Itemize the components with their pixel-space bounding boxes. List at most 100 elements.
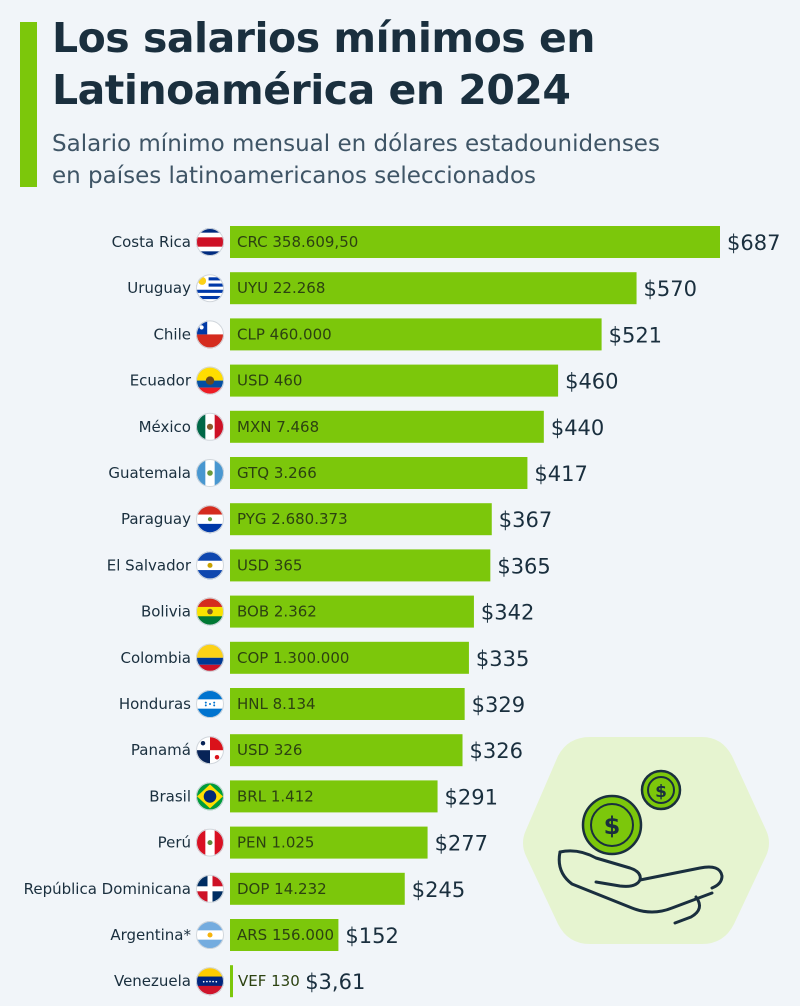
category-label: El Salvador: [107, 556, 192, 574]
value-label: $152: [345, 924, 398, 948]
chart-subtitle: Salario mínimo mensual en dólares estado…: [52, 128, 792, 192]
local-currency-label: USD 460: [237, 372, 302, 390]
category-label: Bolivia: [141, 603, 191, 621]
republica-dominicana-flag-icon: [196, 874, 224, 903]
local-currency-label: PYG 2.680.373: [237, 510, 348, 528]
bar: [230, 318, 602, 351]
colombia-flag-icon: [196, 643, 224, 672]
bar-row: Ecuador USD 460 $460: [130, 364, 619, 397]
local-currency-label: COP 1.300.000: [237, 649, 349, 667]
accent-bar: [20, 22, 37, 187]
local-currency-label: PEN 1.025: [237, 834, 314, 852]
local-currency-label: VEF 130: [238, 972, 300, 990]
category-label: Argentina*: [110, 926, 191, 944]
honduras-flag-icon: [196, 690, 224, 718]
category-label: Brasil: [149, 787, 191, 805]
chile-flag-icon: [196, 320, 224, 349]
category-label: Guatemala: [108, 464, 191, 482]
bar: [230, 780, 438, 813]
category-label: Perú: [158, 834, 191, 852]
bar: [230, 272, 637, 305]
bolivia-flag-icon: [196, 597, 224, 626]
value-label: $326: [470, 739, 523, 763]
bar-row: Panamá USD 326 $326: [131, 734, 523, 767]
bar: [230, 364, 559, 397]
bar-row: Chile CLP 460.000 $521: [153, 318, 662, 351]
local-currency-label: HNL 8.134: [237, 695, 316, 713]
value-label: $687: [727, 231, 780, 255]
peru-flag-icon: [196, 828, 224, 857]
category-label: Venezuela: [114, 972, 191, 990]
mexico-flag-icon: [196, 412, 224, 441]
open-hand-icon: [557, 849, 724, 925]
value-label: $335: [476, 647, 529, 671]
value-label: $417: [534, 462, 587, 486]
title-line-1: Los salarios mínimos en: [52, 14, 595, 62]
category-label: Uruguay: [127, 279, 191, 297]
category-label: Costa Rica: [112, 233, 191, 251]
svg-text:$: $: [604, 812, 621, 840]
local-currency-label: BRL 1.412: [237, 787, 314, 805]
illustration-background: [523, 737, 769, 944]
local-currency-label: UYU 22.268: [237, 279, 325, 297]
uruguay-flag-icon: [196, 274, 224, 303]
svg-text:$: $: [655, 782, 667, 802]
local-currency-label: BOB 2.362: [237, 603, 317, 621]
bar-row: Venezuela VEF 130 $3,61: [114, 965, 365, 998]
local-currency-label: MXN 7.468: [237, 418, 319, 436]
subtitle-line-1: Salario mínimo mensual en dólares estado…: [52, 131, 660, 157]
local-currency-label: CLP 460.000: [237, 325, 332, 343]
bar: [230, 549, 491, 582]
bar-row: Guatemala GTQ 3.266 $417: [108, 457, 588, 489]
bar: [230, 919, 339, 951]
panama-flag-icon: [196, 736, 224, 765]
bar: [230, 503, 492, 536]
small-coin-icon: $: [640, 769, 682, 811]
local-currency-label: GTQ 3.266: [237, 464, 317, 482]
bar: [230, 457, 528, 489]
bar: [230, 226, 720, 258]
bar-row: Uruguay UYU 22.268 $570: [127, 272, 697, 305]
bar: [230, 641, 469, 674]
category-label: Colombia: [121, 649, 192, 667]
bar: [230, 826, 428, 859]
bar: [230, 688, 465, 720]
value-label: $291: [445, 785, 498, 809]
bar-row: Paraguay PYG 2.680.373 $367: [121, 503, 552, 536]
bar: [230, 872, 405, 905]
value-label: $3,61: [305, 970, 365, 994]
ecuador-flag-icon: [196, 366, 224, 395]
bar-row: El Salvador USD 365 $365: [107, 549, 551, 582]
value-label: $365: [497, 554, 550, 578]
subtitle-line-2: en países latinoamericanos seleccionados: [52, 163, 537, 189]
bar-row: Bolivia BOB 2.362 $342: [141, 595, 534, 628]
bar: [230, 965, 233, 998]
value-label: $342: [481, 601, 534, 625]
venezuela-flag-icon: [196, 967, 224, 996]
bars-layer: Costa Rica CRC 358.609,50 $687 Uruguay UYU 2…: [24, 226, 780, 998]
paraguay-flag-icon: [196, 505, 224, 534]
bar-row: República Dominicana DOP 14.232 $245: [24, 872, 465, 905]
bar-row: Colombia COP 1.300.000 $335: [121, 641, 529, 674]
category-label: Chile: [153, 325, 191, 343]
bar-row: Perú PEN 1.025 $277: [158, 826, 488, 859]
coin-icon: $: [581, 794, 643, 856]
local-currency-label: USD 365: [237, 556, 302, 574]
title-line-2: Latinoamérica en 2024: [52, 66, 571, 114]
chart-title: Los salarios mínimos en Latinoamérica en…: [52, 12, 792, 116]
bar: [230, 410, 544, 443]
value-label: $570: [644, 277, 697, 301]
category-label: Panamá: [131, 741, 191, 759]
value-label: $521: [609, 323, 662, 347]
argentina-flag-icon: [196, 921, 224, 949]
bar-row: México MXN 7.468 $440: [139, 410, 604, 443]
brasil-flag-icon: [196, 782, 224, 811]
category-label: México: [139, 418, 191, 436]
costa-rica-flag-icon: [196, 228, 224, 256]
category-label: Honduras: [119, 695, 191, 713]
local-currency-label: USD 326: [237, 741, 302, 759]
bar: [230, 595, 474, 628]
value-label: $245: [412, 878, 465, 902]
bar-row: Brasil BRL 1.412 $291: [149, 780, 498, 813]
